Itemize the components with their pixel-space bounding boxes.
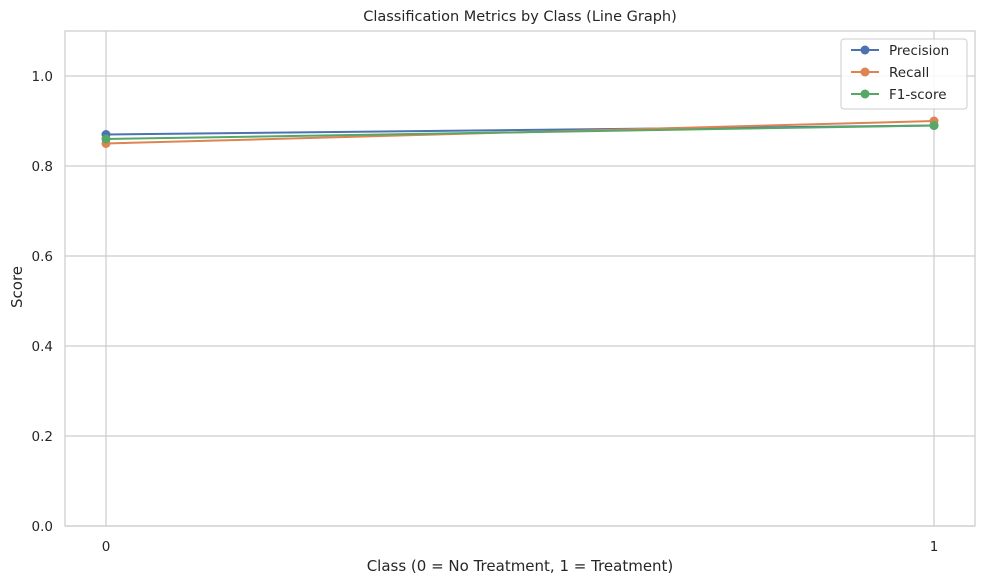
y-tick-label: 0.2 xyxy=(32,429,53,445)
legend-marker xyxy=(860,67,870,77)
data-point xyxy=(101,134,111,144)
plot-frame xyxy=(64,30,976,527)
y-tick-label: 1.0 xyxy=(32,69,53,85)
legend-label: Recall xyxy=(889,65,929,81)
legend-label: Precision xyxy=(889,43,949,59)
legend: Precision Recall F1-score xyxy=(840,38,968,110)
series-line xyxy=(105,124,935,140)
x-axis-label: Class (0 = No Treatment, 1 = Treatment) xyxy=(367,557,674,575)
legend-marker xyxy=(860,89,870,99)
axis-ticks: 0.0 0.2 0.4 0.6 0.8 1.0 0 1 xyxy=(32,69,939,555)
data-point xyxy=(929,121,939,130)
y-axis-label: Score xyxy=(8,266,26,308)
x-tick-label: 0 xyxy=(102,539,111,555)
y-tick-label: 0.6 xyxy=(32,249,53,265)
legend-box xyxy=(840,38,968,110)
series xyxy=(101,116,939,148)
x-tick-label: 1 xyxy=(930,539,939,555)
legend-marker xyxy=(860,45,870,55)
y-tick-label: 0.8 xyxy=(32,159,53,175)
legend-label: F1-score xyxy=(889,87,947,103)
chart-title: Classification Metrics by Class (Line Gr… xyxy=(363,9,677,25)
y-tick-label: 0.4 xyxy=(32,339,53,355)
series-f1-score xyxy=(101,121,939,144)
y-tick-label: 0.0 xyxy=(32,519,53,535)
